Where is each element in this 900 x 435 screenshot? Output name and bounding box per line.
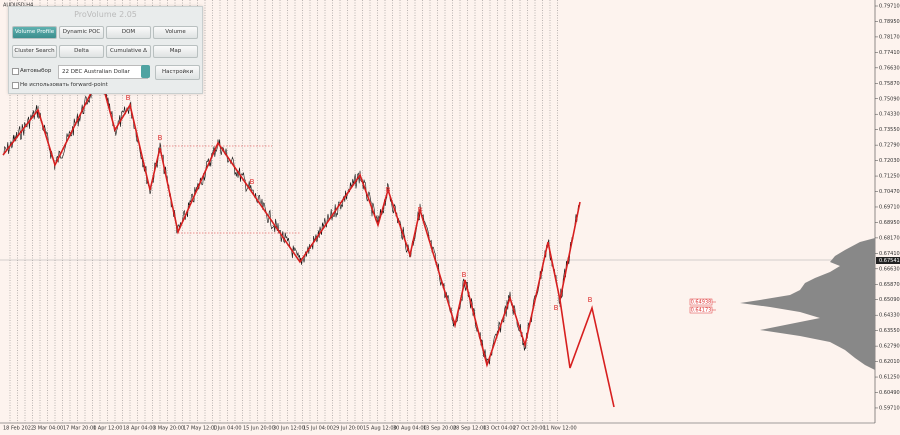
x-tick-label: 13 Sep 20:00	[423, 426, 456, 432]
y-tick-label: 0.61250	[879, 375, 900, 381]
y-tick-label: 0.76630	[879, 65, 900, 71]
x-tick-label: 11 Nov 12:00	[543, 426, 577, 432]
y-tick-label: 0.67410	[879, 251, 900, 257]
x-tick-label: 1 Jun 04:00	[213, 426, 242, 432]
y-tick-label: 0.68170	[879, 235, 900, 241]
button[interactable]: Map	[153, 45, 198, 58]
button[interactable]: DOM	[106, 26, 151, 39]
y-tick-label: 0.64330	[879, 313, 900, 319]
x-tick-label: 29 Jul 20:00	[333, 426, 363, 432]
button[interactable]: Cluster Search	[12, 45, 57, 58]
wave-label: B	[250, 178, 255, 186]
forecast-line	[559, 299, 615, 408]
x-tick-label: 18 Feb 2022	[3, 426, 34, 432]
wave-label: B	[386, 186, 391, 194]
x-tick-label: 15 Jun 20:00	[243, 426, 275, 432]
x-tick-label: 15 Aug 12:00	[363, 426, 397, 432]
x-tick-label: 15 Jul 04:00	[303, 426, 333, 432]
y-tick-label: 0.73550	[879, 127, 900, 133]
wave-label: B	[462, 271, 467, 279]
y-tick-label: 0.78170	[879, 34, 900, 40]
x-tick-label: 17 Mar 20:00	[63, 426, 96, 432]
price-line	[2, 69, 581, 366]
label: Не использовать forward-point	[20, 82, 108, 88]
wave-line	[2, 72, 581, 368]
y-tick-label: 0.60490	[879, 390, 900, 396]
y-tick-label: 0.74330	[879, 112, 900, 118]
x-tick-label: 30 Aug 04:00	[393, 426, 427, 432]
level-label: 0.64938	[691, 300, 712, 306]
y-tick-label: 0.69710	[879, 204, 900, 210]
current-price-box	[876, 257, 900, 264]
x-tick-label: 30 Jun 12:00	[273, 426, 305, 432]
provolume-panel: ProVolume 2.05 Volume Profile Dynamic PO…	[8, 6, 203, 94]
current-price: 0.67541	[879, 258, 900, 264]
x-tick-label: 1 Apr 12:00	[93, 426, 122, 432]
x-tick-label: 3 Mar 04:00	[33, 426, 63, 432]
x-tick-label: 28 Sep 12:00	[453, 426, 486, 432]
y-tick-label: 0.68950	[879, 220, 900, 226]
settings-button[interactable]: Настройки	[155, 65, 200, 80]
checkbox[interactable]	[12, 68, 19, 75]
y-tick-label: 0.75870	[879, 81, 900, 87]
x-tick-label: 13 Oct 04:00	[483, 426, 516, 432]
level-label: 0.64173	[691, 308, 712, 314]
y-tick-label: 0.72790	[879, 143, 900, 149]
wave-label: B	[158, 134, 163, 142]
wave-label: B	[588, 296, 593, 304]
symbol: AUDUSD,H4	[3, 3, 33, 9]
y-tick-label: 0.66630	[879, 266, 900, 272]
y-tick-label: 0.59710	[879, 405, 900, 411]
y-tick-label: 0.77410	[879, 50, 900, 56]
y-tick-label: 0.65870	[879, 282, 900, 288]
checkbox[interactable]	[12, 82, 19, 89]
button[interactable]: Dynamic POC	[59, 26, 104, 39]
y-tick-label: 0.79710	[879, 4, 900, 10]
wave-label: B	[554, 304, 559, 312]
axis-bg	[875, 0, 900, 435]
y-tick-label: 0.63550	[879, 328, 900, 334]
instrument-select[interactable]: 22 DEC Australian Dollar	[58, 65, 148, 79]
y-tick-label: 0.72030	[879, 158, 900, 164]
y-tick-label: 0.70470	[879, 189, 900, 195]
x-tick-label: 17 May 12:00	[183, 426, 217, 432]
y-tick-label: 0.78950	[879, 19, 900, 25]
y-tick-label: 0.65090	[879, 297, 900, 303]
panel-title: ProVolume 2.05	[74, 10, 137, 19]
label: Автовыбор	[20, 68, 52, 74]
y-tick-label: 0.62010	[879, 359, 900, 365]
x-tick-label: 18 Apr 04:00	[123, 426, 156, 432]
volume-profile	[740, 238, 875, 370]
x-tick-label: 3 May 20:00	[153, 426, 184, 432]
wave-label: B	[418, 206, 423, 214]
y-tick-label: 0.71250	[879, 174, 900, 180]
dropdown-button[interactable]	[141, 65, 150, 78]
wave-label: B	[126, 94, 131, 102]
button[interactable]: Cumulative Δ	[106, 45, 151, 58]
button[interactable]: Volume Profile	[12, 26, 57, 39]
y-tick-label: 0.62790	[879, 344, 900, 350]
y-tick-label: 0.75090	[879, 96, 900, 102]
button[interactable]: Volume	[153, 26, 198, 39]
x-tick-label: 27 Oct 20:00	[513, 426, 546, 432]
button[interactable]: Delta	[59, 45, 104, 58]
